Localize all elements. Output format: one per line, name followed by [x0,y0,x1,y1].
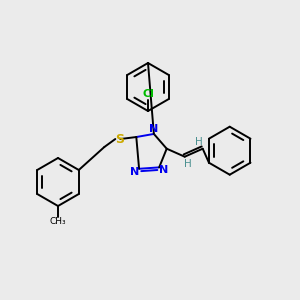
Text: N: N [130,167,140,177]
Text: N: N [149,124,158,134]
Text: H: H [184,159,192,169]
Text: N: N [158,165,168,176]
Text: Cl: Cl [142,89,154,99]
Text: CH₃: CH₃ [50,218,66,226]
Text: H: H [195,137,203,147]
Text: S: S [115,133,124,146]
